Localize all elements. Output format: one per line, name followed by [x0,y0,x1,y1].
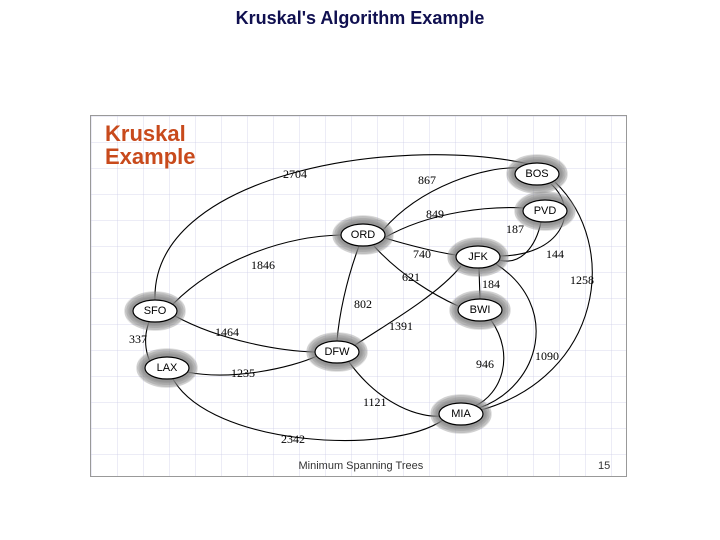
edge-weight-JFK-MIA: 1090 [535,349,559,363]
node-label-ORD: ORD [351,229,376,241]
edge-weight-DFW-MIA: 1121 [363,395,387,409]
footer-page-number: 15 [598,460,610,472]
edge-LAX-MIA [173,379,443,441]
edge-weight-PVD-JFK: 144 [546,247,564,261]
edge-weight-BOS-JFK: 187 [506,222,524,236]
footer-left: Minimum Spanning Trees [299,460,424,472]
node-label-JFK: JFK [468,251,488,263]
edge-weight-BWI-MIA: 946 [476,357,494,371]
edge-ORD-BOS [383,168,519,230]
edge-weight-BOS-MIA: 1258 [570,273,594,287]
edge-weight-SFO-BOS: 2704 [283,167,307,181]
edge-weight-ORD-DFW: 802 [354,297,372,311]
graph-svg: 2704 867 849 144 187 740 621 184 1258 1090 946 1846… [91,116,626,476]
edge-weight-SFO-ORD: 1846 [251,258,275,272]
node-label-BOS: BOS [525,168,548,180]
edge-weight-ORD-JFK: 740 [413,247,431,261]
node-label-BWI: BWI [470,304,491,316]
edge-ORD-DFW [337,246,359,341]
diagram-frame: Kruskal Example 270486784914418774062118… [90,115,627,477]
edge-weight-LAX-DFW: 1235 [231,366,255,380]
node-label-MIA: MIA [451,408,471,420]
edge-weight-LAX-MIA: 2342 [281,432,305,446]
edge-SFO-DFW [175,316,315,352]
node-label-LAX: LAX [157,362,178,374]
edge-weight-SFO-DFW: 1464 [215,325,239,339]
edge-weight-ORD-BWI: 621 [402,270,420,284]
node-label-DFW: DFW [324,346,350,358]
node-label-PVD: PVD [534,205,557,217]
node-label-SFO: SFO [144,305,167,317]
edge-weight-DFW-JFK: 1391 [389,319,413,333]
edge-weight-SFO-LAX: 337 [129,332,147,346]
page-title: Kruskal's Algorithm Example [0,0,720,29]
edge-weight-ORD-BOS: 867 [418,173,436,187]
edge-ORD-PVD [384,208,525,238]
edge-weight-JFK-BWI: 184 [482,277,500,291]
edge-weight-ORD-PVD: 849 [426,207,444,221]
